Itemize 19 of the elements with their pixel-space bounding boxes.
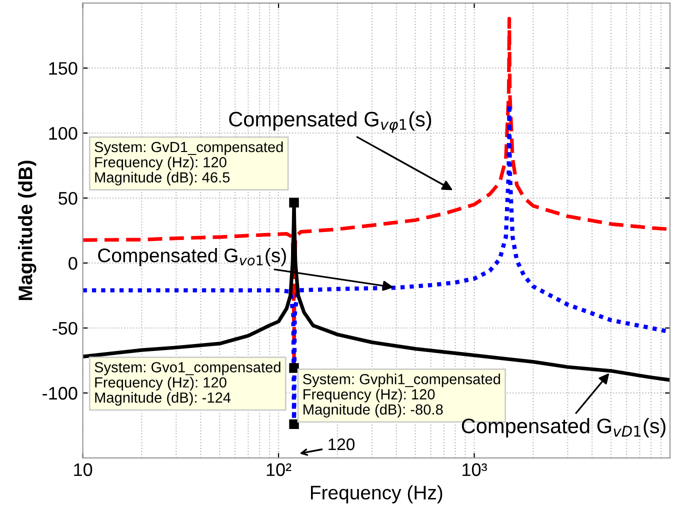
y-tick-label: 0: [68, 256, 78, 270]
y-tick-label: 150: [49, 62, 78, 75]
annotation: 120: [328, 438, 355, 450]
y-tick-label: -50: [52, 322, 78, 335]
y-tick-label: 50: [58, 192, 78, 205]
y-tick-label: -100: [42, 386, 78, 400]
x-axis-title: Frequency (Hz): [311, 485, 442, 504]
x-tick-label: 10³: [462, 463, 487, 476]
annotation: Compensated G$_{vφ1}$(s): [229, 111, 432, 133]
point: [289, 198, 299, 208]
annotation: System: Gvo1_compensated Frequency (Hz): 120 Magnitude (dB): -124: [94, 362, 280, 406]
x-tick-label: 10²: [266, 463, 292, 476]
annotation: Compensated G$_{vo1}$(s): [98, 248, 286, 266]
annotation: Compensated G$_{vD1}$(s): [462, 418, 666, 438]
x-tick-label: 10: [74, 463, 92, 476]
y-tick-label: 100: [49, 126, 78, 140]
y-axis-title: Magnitude (dB): [18, 160, 36, 300]
annotation: System: GvD1_compensated Frequency (Hz): 120 Magnitude (dB): 46.5: [94, 141, 283, 186]
annotation: System: Gvphi1_compensated Frequency (Hz): 120 Magnitude (dB): -80.8: [303, 374, 500, 418]
